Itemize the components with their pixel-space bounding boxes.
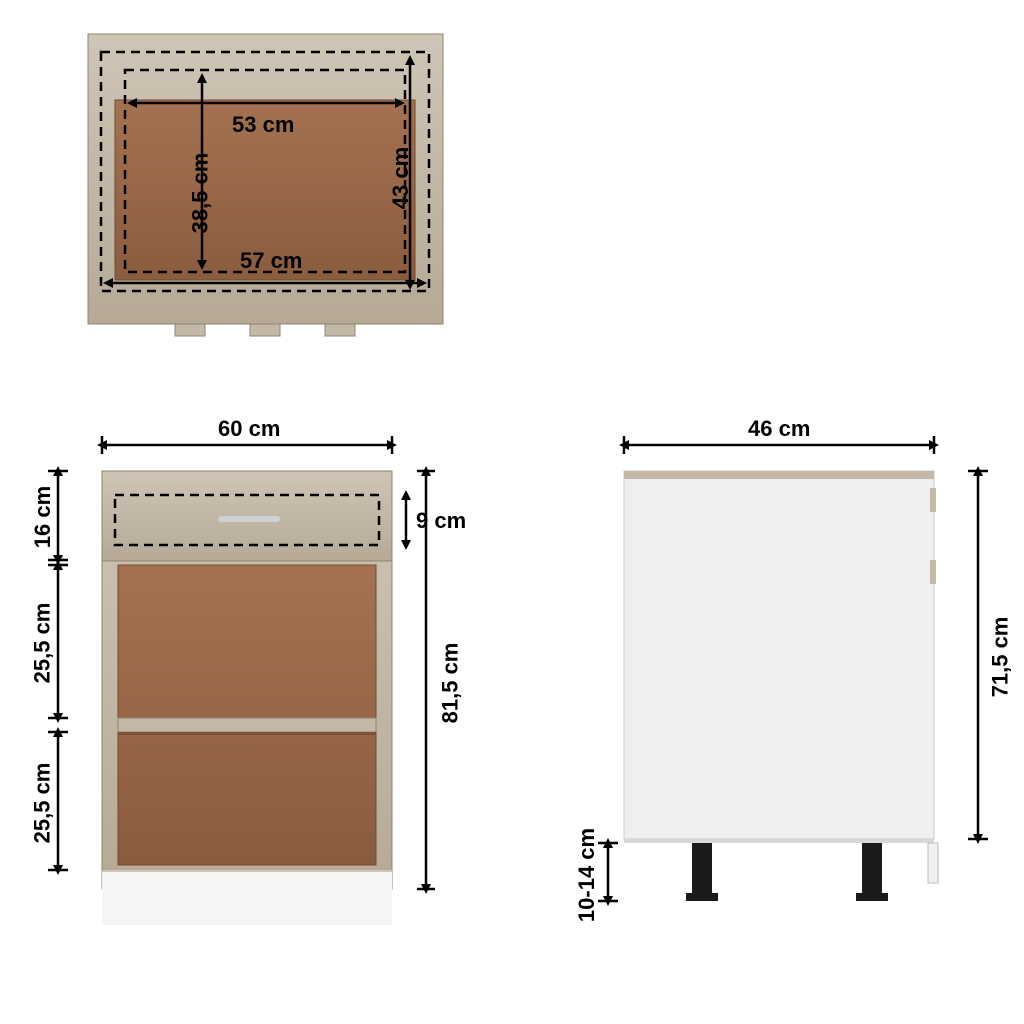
label-drawer-height: 9 cm <box>416 508 466 534</box>
label-section-16: 16 cm <box>30 486 56 548</box>
label-outer-height: 43 cm <box>388 147 414 209</box>
side-view-diagram <box>598 436 988 901</box>
label-section-bot: 25,5 cm <box>29 763 55 844</box>
front-view-diagram <box>48 436 435 925</box>
label-inner-height: 38,5 cm <box>187 153 213 234</box>
label-front-height: 81,5 cm <box>437 643 463 724</box>
label-front-width: 60 cm <box>218 416 280 442</box>
label-section-mid: 25,5 cm <box>29 603 55 684</box>
label-inner-width: 53 cm <box>232 112 294 138</box>
label-leg-height: 10-14 cm <box>574 828 600 922</box>
label-outer-width: 57 cm <box>240 248 302 274</box>
label-side-height: 71,5 cm <box>987 617 1013 698</box>
label-side-width: 46 cm <box>748 416 810 442</box>
